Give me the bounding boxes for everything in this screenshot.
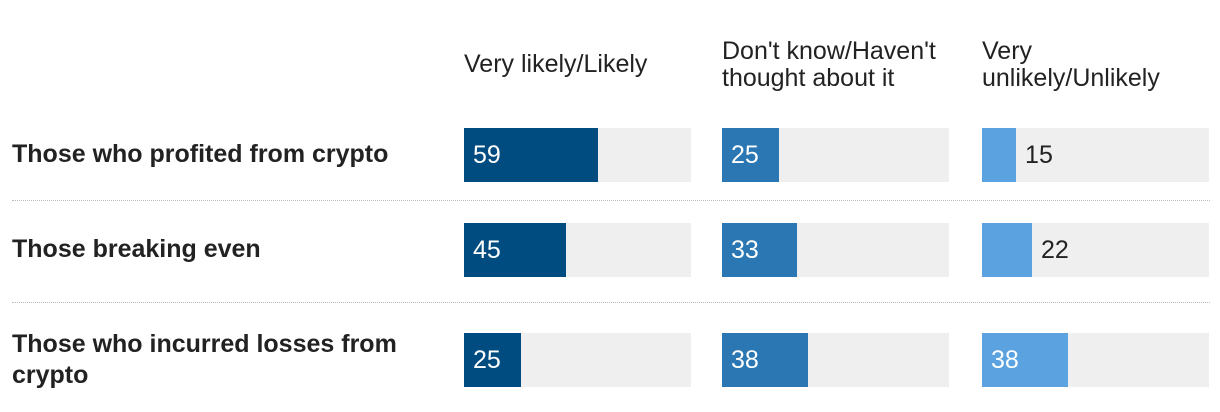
- value-label: 15: [1025, 140, 1053, 169]
- bar: [982, 223, 1032, 277]
- bar: [982, 128, 1017, 182]
- row-label: Those breaking even: [12, 235, 261, 264]
- bar: [464, 223, 567, 277]
- bar-track: [982, 128, 1209, 182]
- bar: [464, 333, 521, 387]
- value-label: 22: [1040, 235, 1069, 264]
- column-header: Very likely/Likely: [464, 50, 648, 79]
- column-header: Very unlikely/Unlikely: [982, 36, 1160, 92]
- row-separator: [12, 199, 1210, 201]
- bar: [982, 333, 1069, 387]
- value-label: 38: [731, 345, 759, 374]
- value-label: 33: [731, 235, 759, 264]
- bar: [464, 128, 598, 182]
- value-label: 25: [731, 140, 759, 169]
- bar: [722, 223, 797, 277]
- bar: [722, 333, 809, 387]
- bar: [722, 128, 779, 182]
- row-label: Those who profited from crypto: [12, 140, 389, 169]
- value-label: 38: [991, 345, 1019, 374]
- value-label: 59: [473, 140, 501, 169]
- column-header: Don't know/Haven't thought about it: [722, 36, 936, 92]
- row-separator: [12, 302, 1210, 303]
- row-label: Those who incurred losses from crypto: [12, 329, 397, 389]
- value-label: 25: [473, 345, 501, 374]
- value-label: 45: [473, 235, 501, 264]
